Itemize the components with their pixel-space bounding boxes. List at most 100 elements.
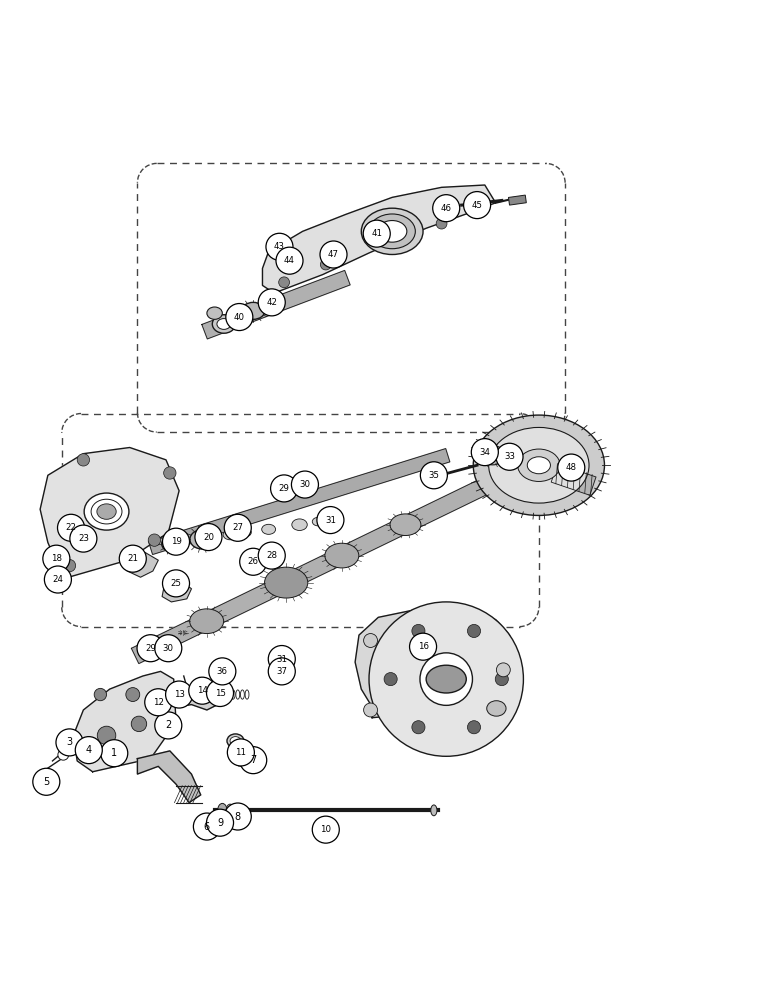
Text: 30: 30: [300, 480, 310, 489]
Circle shape: [239, 747, 267, 774]
Circle shape: [224, 803, 251, 830]
Text: 34: 34: [479, 448, 490, 457]
Ellipse shape: [162, 536, 181, 552]
Circle shape: [420, 462, 448, 489]
Text: 29: 29: [279, 484, 290, 493]
Polygon shape: [170, 687, 220, 710]
Circle shape: [496, 663, 510, 677]
Text: 33: 33: [504, 452, 515, 461]
Text: 2: 2: [165, 720, 171, 730]
Circle shape: [411, 624, 425, 638]
Ellipse shape: [327, 249, 340, 260]
Polygon shape: [40, 448, 179, 579]
Text: 36: 36: [217, 667, 228, 676]
Circle shape: [463, 192, 491, 219]
Ellipse shape: [361, 208, 423, 255]
Circle shape: [119, 545, 146, 572]
Text: 4: 4: [86, 745, 92, 755]
Circle shape: [97, 726, 116, 745]
Circle shape: [291, 471, 318, 498]
Text: 18: 18: [51, 554, 62, 563]
Ellipse shape: [84, 493, 129, 530]
Ellipse shape: [378, 221, 407, 242]
Text: 35: 35: [428, 471, 439, 480]
Text: 40: 40: [234, 313, 245, 322]
Polygon shape: [137, 751, 201, 803]
Polygon shape: [148, 449, 450, 554]
Text: 29: 29: [145, 644, 156, 653]
Text: 31: 31: [325, 516, 336, 525]
Ellipse shape: [426, 665, 466, 693]
Ellipse shape: [239, 528, 251, 537]
Circle shape: [188, 677, 215, 704]
Ellipse shape: [369, 214, 415, 249]
Circle shape: [75, 737, 102, 764]
Circle shape: [320, 241, 347, 268]
Circle shape: [224, 514, 251, 541]
Circle shape: [137, 635, 164, 662]
Circle shape: [312, 816, 339, 843]
Text: 25: 25: [171, 579, 181, 588]
Text: 46: 46: [441, 204, 452, 213]
Ellipse shape: [292, 519, 307, 530]
Text: 3: 3: [66, 737, 73, 747]
Circle shape: [208, 658, 235, 685]
Circle shape: [163, 528, 190, 555]
Text: 10: 10: [320, 825, 331, 834]
Circle shape: [100, 740, 127, 767]
Text: 43: 43: [274, 242, 285, 251]
Circle shape: [206, 679, 233, 707]
Ellipse shape: [390, 514, 421, 536]
Ellipse shape: [230, 737, 241, 745]
Text: 19: 19: [171, 537, 181, 546]
Text: 6: 6: [204, 822, 210, 832]
Polygon shape: [162, 581, 191, 602]
Ellipse shape: [242, 302, 265, 319]
Text: 23: 23: [78, 534, 89, 543]
Circle shape: [266, 233, 293, 260]
Polygon shape: [201, 270, 350, 339]
Text: 14: 14: [197, 686, 208, 695]
Circle shape: [42, 545, 69, 572]
Circle shape: [269, 658, 295, 685]
Ellipse shape: [473, 415, 604, 515]
Circle shape: [32, 768, 59, 795]
Circle shape: [126, 688, 140, 701]
Text: 22: 22: [66, 523, 76, 532]
Circle shape: [94, 688, 107, 701]
Circle shape: [471, 439, 498, 466]
Circle shape: [57, 514, 85, 541]
Circle shape: [364, 634, 378, 647]
Circle shape: [56, 729, 83, 756]
Circle shape: [258, 289, 285, 316]
Circle shape: [436, 218, 447, 229]
Circle shape: [557, 454, 584, 481]
Ellipse shape: [212, 315, 235, 333]
Circle shape: [258, 542, 285, 569]
Circle shape: [369, 602, 523, 756]
Text: 13: 13: [174, 690, 185, 699]
Text: 24: 24: [52, 575, 63, 584]
Ellipse shape: [517, 449, 560, 481]
Text: 1: 1: [111, 748, 117, 758]
Text: 21: 21: [127, 554, 138, 563]
Circle shape: [193, 813, 221, 840]
Polygon shape: [262, 185, 496, 293]
Circle shape: [279, 277, 290, 288]
Text: 26: 26: [248, 557, 259, 566]
Circle shape: [206, 809, 233, 836]
Ellipse shape: [223, 530, 237, 540]
Ellipse shape: [237, 745, 251, 767]
Ellipse shape: [190, 530, 215, 549]
Ellipse shape: [207, 307, 222, 319]
Circle shape: [364, 703, 378, 717]
Circle shape: [144, 689, 171, 716]
Text: 48: 48: [566, 463, 577, 472]
Circle shape: [269, 646, 295, 673]
Polygon shape: [127, 552, 158, 577]
Ellipse shape: [325, 543, 359, 568]
Text: 9: 9: [217, 818, 223, 828]
Circle shape: [387, 236, 398, 247]
Circle shape: [239, 548, 267, 575]
Ellipse shape: [277, 244, 291, 255]
